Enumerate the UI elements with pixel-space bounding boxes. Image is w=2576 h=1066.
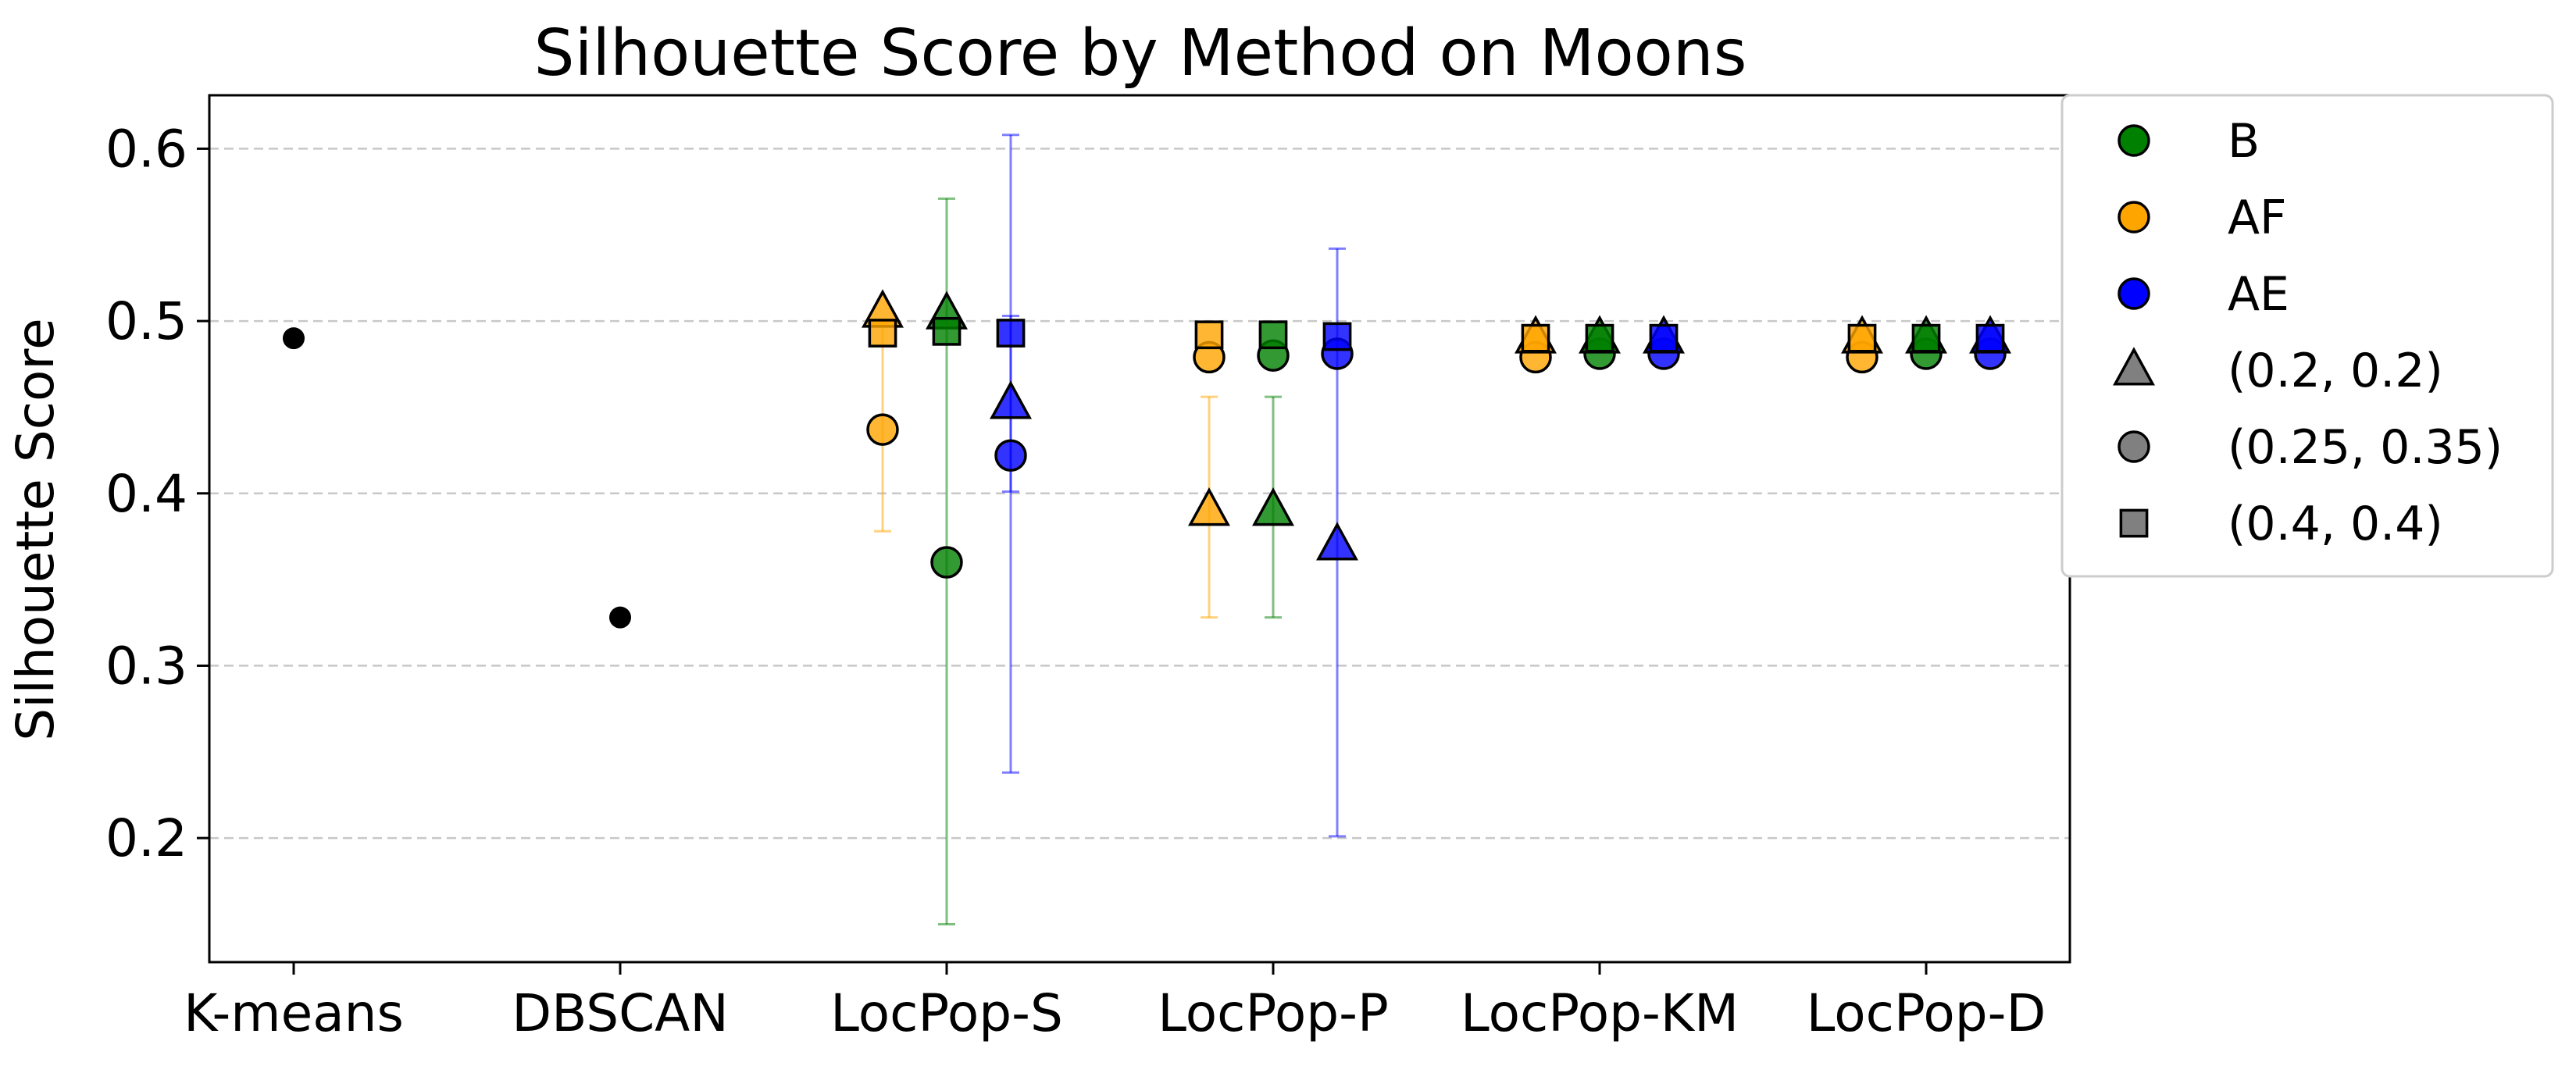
data-point-triangle bbox=[1252, 487, 1294, 526]
data-point-triangle bbox=[1316, 522, 1358, 561]
baseline-point bbox=[283, 327, 305, 350]
error-bars bbox=[874, 134, 1346, 925]
legend-label: (0.25, 0.35) bbox=[2228, 420, 2503, 475]
legend-label: (0.4, 0.4) bbox=[2228, 497, 2443, 551]
data-point-square bbox=[932, 316, 962, 346]
x-tick-label: K-means bbox=[184, 983, 404, 1043]
x-tick-label: LocPop-D bbox=[1807, 983, 2046, 1043]
x-tick-label: LocPop-KM bbox=[1461, 983, 1739, 1043]
baseline-point bbox=[609, 606, 631, 629]
legend-label: B bbox=[2228, 114, 2260, 169]
x-tick-label: LocPop-P bbox=[1158, 983, 1389, 1043]
y-tick-label: 0.3 bbox=[105, 636, 187, 696]
legend-marker-square bbox=[2119, 508, 2149, 538]
data-point-triangle bbox=[990, 380, 1032, 419]
legend-label: AF bbox=[2228, 191, 2287, 245]
data-point-square bbox=[1649, 323, 1679, 353]
legend-marker-triangle bbox=[2113, 347, 2155, 386]
y-tick-label: 0.4 bbox=[105, 464, 187, 524]
data-point-square bbox=[1847, 323, 1877, 353]
y-tick-label: 0.2 bbox=[105, 808, 187, 868]
data-point-square bbox=[1975, 323, 2005, 353]
y-axis-label: Silhouette Score bbox=[5, 318, 66, 740]
data-point-square bbox=[1258, 320, 1288, 350]
data-point-circle bbox=[930, 546, 963, 579]
x-tick-label: DBSCAN bbox=[512, 983, 728, 1043]
legend-label: (0.2, 0.2) bbox=[2228, 344, 2443, 398]
legend-box bbox=[2060, 94, 2554, 578]
data-point-square bbox=[1322, 322, 1352, 351]
plot-area-frame bbox=[208, 94, 2071, 964]
data-point-square bbox=[1521, 323, 1550, 353]
legend-marker-circle bbox=[2118, 430, 2150, 463]
data-point-square bbox=[1911, 323, 1941, 353]
grid-lines bbox=[209, 148, 2070, 840]
data-markers bbox=[283, 289, 2011, 629]
legend-marker-circle bbox=[2118, 201, 2150, 234]
y-tick-label: 0.6 bbox=[105, 119, 187, 179]
legend: B AF AE (0.2, 0.2) (0.25, 0.35) (0.4, 0.4) bbox=[2060, 94, 2554, 578]
data-point-square bbox=[996, 319, 1026, 348]
legend-marker-circle bbox=[2118, 124, 2150, 157]
chart-title: Silhouette Score by Method on Moons bbox=[534, 16, 1747, 91]
legend-marker-circle bbox=[2118, 277, 2150, 310]
x-tick-label: LocPop-S bbox=[830, 983, 1063, 1043]
data-point-square bbox=[1194, 320, 1224, 350]
axis-ticks: 0.2 0.3 0.4 0.5 0.6 K-means DBSCAN LocPop-S LocP… bbox=[105, 119, 2046, 1043]
data-point-square bbox=[868, 319, 897, 348]
y-tick-label: 0.5 bbox=[105, 291, 187, 351]
legend-label: AE bbox=[2228, 267, 2289, 322]
data-point-circle bbox=[994, 439, 1027, 472]
data-point-circle bbox=[866, 413, 899, 446]
data-point-triangle bbox=[1188, 487, 1230, 526]
data-point-square bbox=[1585, 323, 1614, 353]
